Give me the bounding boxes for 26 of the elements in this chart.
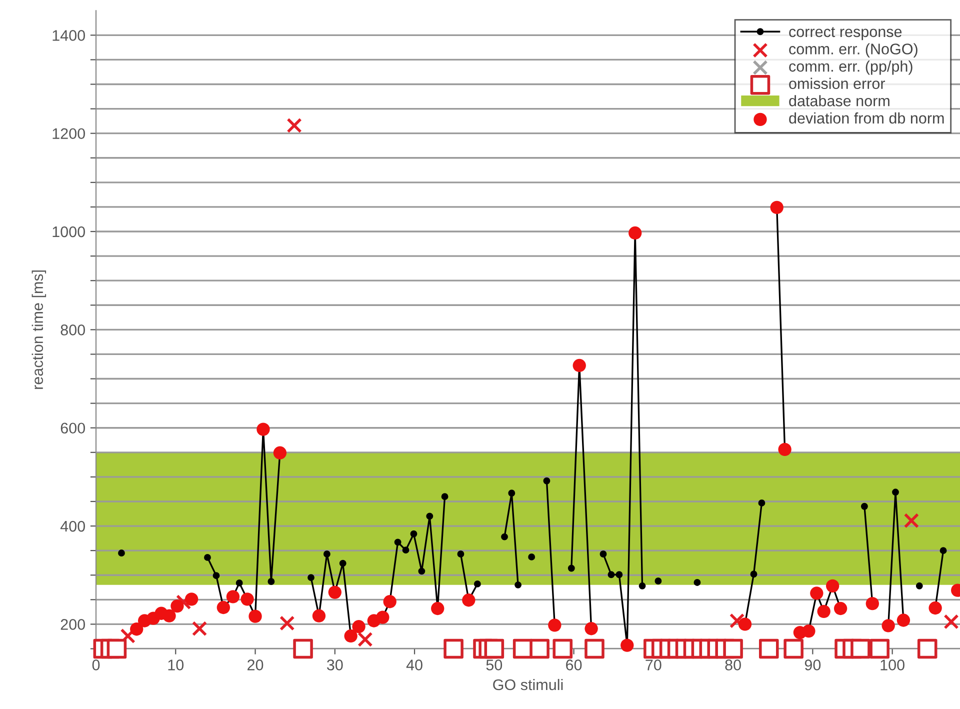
x-tick-label: 80 — [725, 660, 741, 670]
x-tick-label: 0 — [92, 660, 100, 670]
x-tick-label: 10 — [168, 660, 184, 670]
y-tick-label: 1400 — [52, 30, 85, 41]
legend-label: correct response — [789, 27, 902, 40]
y-tick-label: 200 — [60, 619, 85, 630]
y-tick-label: 400 — [60, 520, 85, 532]
x-tick-label: 90 — [804, 660, 821, 670]
legend-label: omission error — [789, 78, 886, 90]
x-tick-label: 60 — [566, 660, 582, 670]
x-tick-label: 30 — [326, 660, 343, 670]
y-tick-label: 800 — [60, 324, 85, 336]
x-tick-label: 100 — [880, 660, 904, 670]
y-tick-label: 600 — [60, 422, 85, 434]
x-tick-label: 50 — [486, 660, 502, 670]
x-tick-label: 70 — [646, 660, 662, 670]
y-axis-title: reaction time [ms] — [32, 270, 46, 389]
legend-label: comm. err. (pp/ph) — [789, 60, 912, 75]
x-axis-title: GO stimuli — [493, 678, 563, 690]
x-tick-label: 40 — [406, 660, 422, 670]
x-tick-label: 20 — [248, 660, 264, 670]
y-tick-label: 1000 — [52, 226, 85, 238]
legend-label: database norm — [789, 95, 890, 106]
y-tick-label: 1200 — [52, 128, 85, 140]
legend-label: comm. err. (NoGO) — [789, 43, 918, 58]
legend-label: deviation from db norm — [789, 112, 944, 124]
